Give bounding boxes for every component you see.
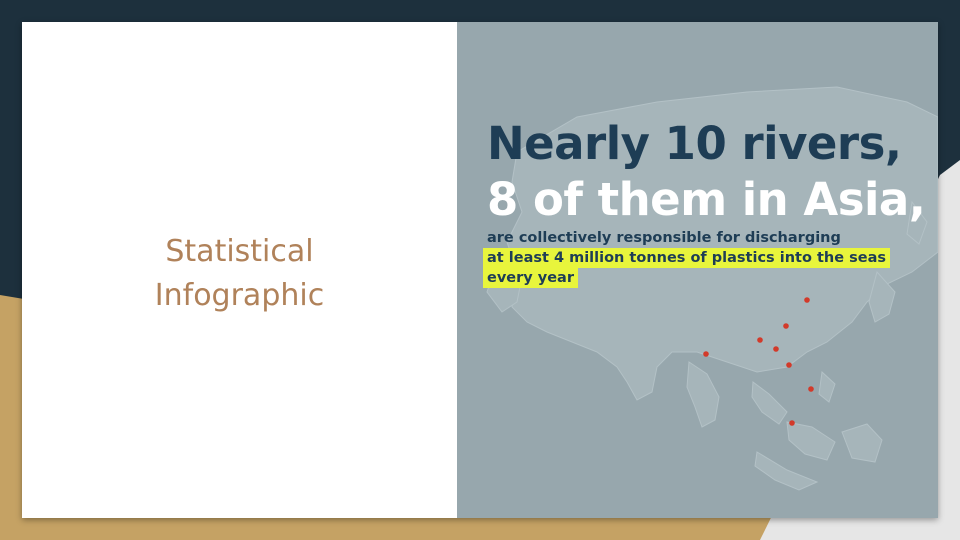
infographic-headline: Nearly 10 rivers, 8 of them in Asia, bbox=[487, 116, 926, 228]
slide-title-line-1: Statistical bbox=[165, 234, 314, 269]
infographic-subtext: are collectively responsible for dischar… bbox=[483, 228, 927, 288]
slide-card: Statistical Infographic bbox=[22, 22, 938, 518]
river-marker-icon bbox=[757, 337, 763, 343]
infographic-panel: Nearly 10 rivers, 8 of them in Asia, are… bbox=[457, 22, 938, 518]
river-marker-icon bbox=[808, 386, 814, 392]
headline-line-2: 8 of them in Asia, bbox=[487, 173, 926, 226]
highlighted-subtext-line-3: every year bbox=[483, 268, 578, 288]
subtext-line-1: are collectively responsible for dischar… bbox=[487, 230, 841, 246]
river-marker-icon bbox=[783, 323, 789, 329]
title-panel: Statistical Infographic bbox=[22, 22, 457, 518]
slide-title-line-2: Infographic bbox=[154, 278, 325, 313]
river-marker-icon bbox=[804, 297, 810, 303]
river-marker-icon bbox=[773, 346, 779, 352]
highlighted-subtext-line-2: at least 4 million tonnes of plastics in… bbox=[483, 248, 890, 268]
slide-title: Statistical Infographic bbox=[22, 230, 457, 318]
headline-line-1: Nearly 10 rivers, bbox=[487, 117, 902, 170]
river-marker-icon bbox=[786, 362, 792, 368]
river-marker-icon bbox=[789, 420, 795, 426]
river-marker-icon bbox=[703, 351, 709, 357]
river-markers bbox=[703, 297, 814, 426]
asia-map-icon bbox=[486, 86, 938, 491]
